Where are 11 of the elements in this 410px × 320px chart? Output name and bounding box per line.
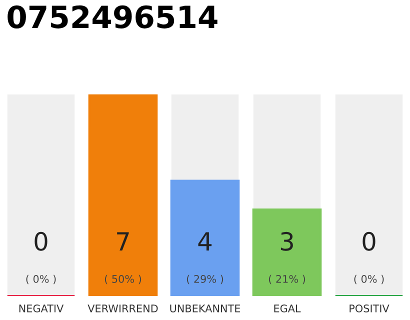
x-tick-label: EGAL	[274, 304, 301, 312]
chart-title: 0752496514	[8, 5, 218, 28]
x-tick-label: UNBEKANNTE	[170, 304, 240, 312]
x-tick-label: POSITIV	[350, 304, 390, 312]
data-label: 0 ( 0% )	[26, 232, 56, 284]
data-label: 4 ( 29% )	[186, 232, 224, 284]
data-label: 7 ( 50% )	[104, 232, 142, 284]
x-tick-label: NEGATIV	[19, 304, 64, 312]
data-label: 3 ( 21% )	[268, 232, 306, 284]
data-label: 0 ( 0% )	[354, 232, 384, 284]
x-tick-label: VERWIRREND	[88, 304, 158, 312]
